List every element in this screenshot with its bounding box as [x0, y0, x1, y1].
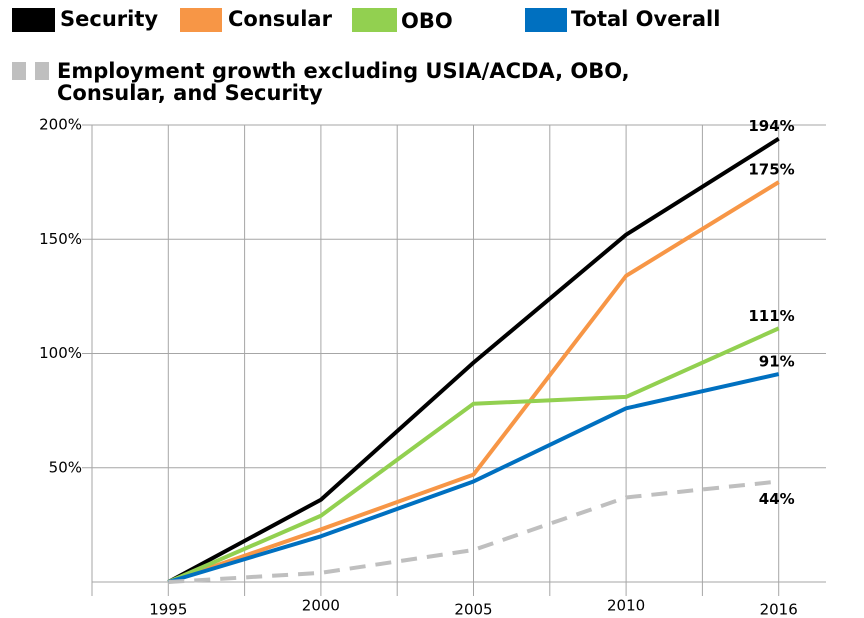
legend-label: Total Overall: [571, 7, 721, 31]
series-line: [167, 137, 780, 584]
legend-label: Employment growth excluding USIA/ACDA, O…: [57, 59, 630, 105]
series-line: [167, 180, 780, 584]
x-tick-label: 2005: [454, 601, 492, 618]
legend-swatch: [12, 62, 26, 80]
legend-label: Security: [60, 7, 159, 31]
legend-swatch: [180, 8, 222, 32]
legend-label: OBO: [401, 9, 453, 33]
x-tick-label: 2000: [302, 597, 340, 615]
data-label: 111%: [748, 307, 794, 325]
data-label: 175%: [748, 161, 794, 179]
x-tick-label: 1995: [149, 601, 187, 618]
data-label: 44%: [759, 490, 795, 508]
legend-swatch: [35, 62, 49, 80]
legend-swatch: [525, 8, 567, 32]
x-tick-label: 2016: [760, 601, 798, 618]
y-tick-label: 100%: [39, 344, 82, 362]
legend-label: Consular: [228, 7, 332, 31]
series-line: [167, 372, 780, 584]
series-line: [167, 326, 780, 584]
y-tick-label: 50%: [49, 458, 82, 476]
y-tick-label: 150%: [39, 230, 82, 248]
legend-swatch: [12, 8, 55, 32]
legend-swatch: [352, 8, 397, 32]
y-tick-label: 200%: [39, 116, 82, 134]
data-label: 194%: [748, 117, 794, 135]
data-label: 91%: [759, 353, 795, 371]
x-tick-label: 2010: [607, 597, 645, 615]
